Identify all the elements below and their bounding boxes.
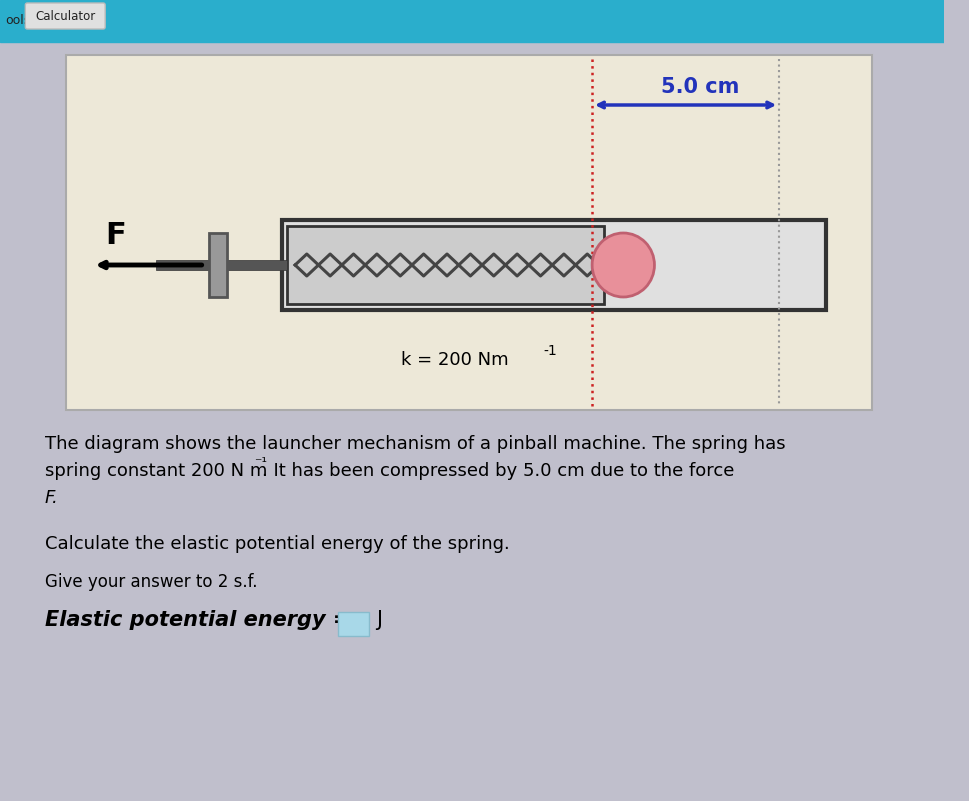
Bar <box>156 260 287 270</box>
Bar <box>209 233 227 297</box>
Text: Give your answer to 2 s.f.: Give your answer to 2 s.f. <box>45 573 258 590</box>
Text: F.: F. <box>45 489 58 507</box>
Text: k = 200 Nm: k = 200 Nm <box>401 351 509 369</box>
Bar <box>282 220 826 310</box>
Text: Calculate the elastic potential energy of the spring.: Calculate the elastic potential energy o… <box>45 535 510 553</box>
Circle shape <box>592 233 654 297</box>
Text: 5.0 cm: 5.0 cm <box>661 77 739 97</box>
Bar <box>287 226 604 304</box>
FancyBboxPatch shape <box>338 611 369 635</box>
Text: spring constant 200 N m: spring constant 200 N m <box>45 462 267 480</box>
Text: J: J <box>376 610 382 630</box>
Text: ⁻¹: ⁻¹ <box>254 456 267 470</box>
Bar <box>0 0 944 42</box>
FancyBboxPatch shape <box>25 3 106 29</box>
Text: Calculator: Calculator <box>35 10 95 23</box>
Text: F: F <box>106 220 126 249</box>
Text: . It has been compressed by 5.0 cm due to the force: . It has been compressed by 5.0 cm due t… <box>262 462 735 480</box>
Text: ools: ools <box>5 14 30 27</box>
Text: -1: -1 <box>543 344 557 358</box>
Text: Elastic potential energy =: Elastic potential energy = <box>45 610 350 630</box>
Bar <box>66 55 872 410</box>
Text: The diagram shows the launcher mechanism of a pinball machine. The spring has: The diagram shows the launcher mechanism… <box>45 435 786 453</box>
